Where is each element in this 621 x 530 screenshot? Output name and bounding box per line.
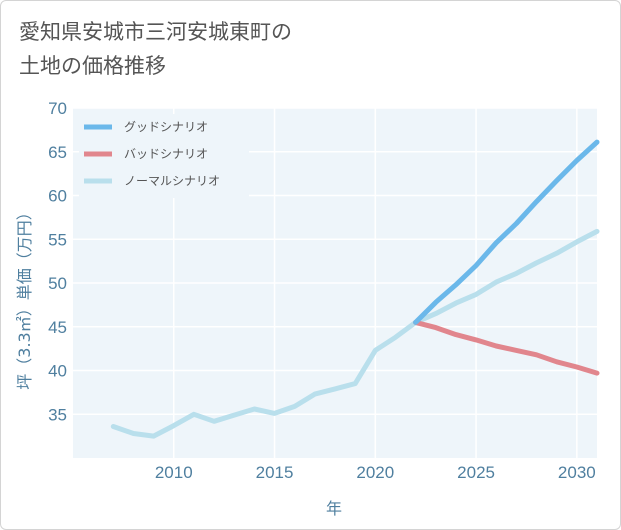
y-tick-label: 45	[48, 318, 67, 337]
y-tick-label: 40	[48, 362, 67, 381]
y-tick-label: 35	[48, 405, 67, 424]
grid	[73, 107, 597, 458]
legend-label-0[interactable]: グッドシナリオ	[124, 120, 208, 134]
chart-title-line-1: 愛知県安城市三河安城東町の	[19, 20, 292, 44]
x-tick-label: 2020	[356, 463, 394, 482]
y-axis-title: 坪（3.3㎡）単価（万円）	[15, 204, 34, 389]
x-tick-label: 2025	[457, 463, 495, 482]
y-tick-label: 60	[48, 187, 67, 206]
y-tick-label: 65	[48, 143, 67, 162]
x-tick-label: 2015	[256, 463, 294, 482]
legend-label-2[interactable]: ノーマルシナリオ	[124, 174, 220, 188]
x-tick-label: 2010	[155, 463, 193, 482]
tick-labels: 2010 2015 2020 2025 2030 35 40 45 50 55 60 65 70	[48, 99, 596, 482]
x-tick-label: 2030	[558, 463, 596, 482]
y-tick-label: 70	[48, 99, 67, 118]
series-line-1	[413, 319, 600, 376]
series-line-0	[413, 139, 600, 325]
y-tick-label: 55	[48, 230, 67, 249]
series-line-2	[110, 228, 600, 439]
x-axis-title: 年	[326, 499, 342, 518]
chart-title: 愛知県安城市三河安城東町の 土地の価格推移	[19, 15, 292, 83]
legend-label-1[interactable]: バッドシナリオ	[124, 147, 208, 161]
y-tick-label: 50	[48, 274, 67, 293]
series-layer	[110, 139, 600, 439]
chart-title-line-2: 土地の価格推移	[19, 54, 166, 78]
